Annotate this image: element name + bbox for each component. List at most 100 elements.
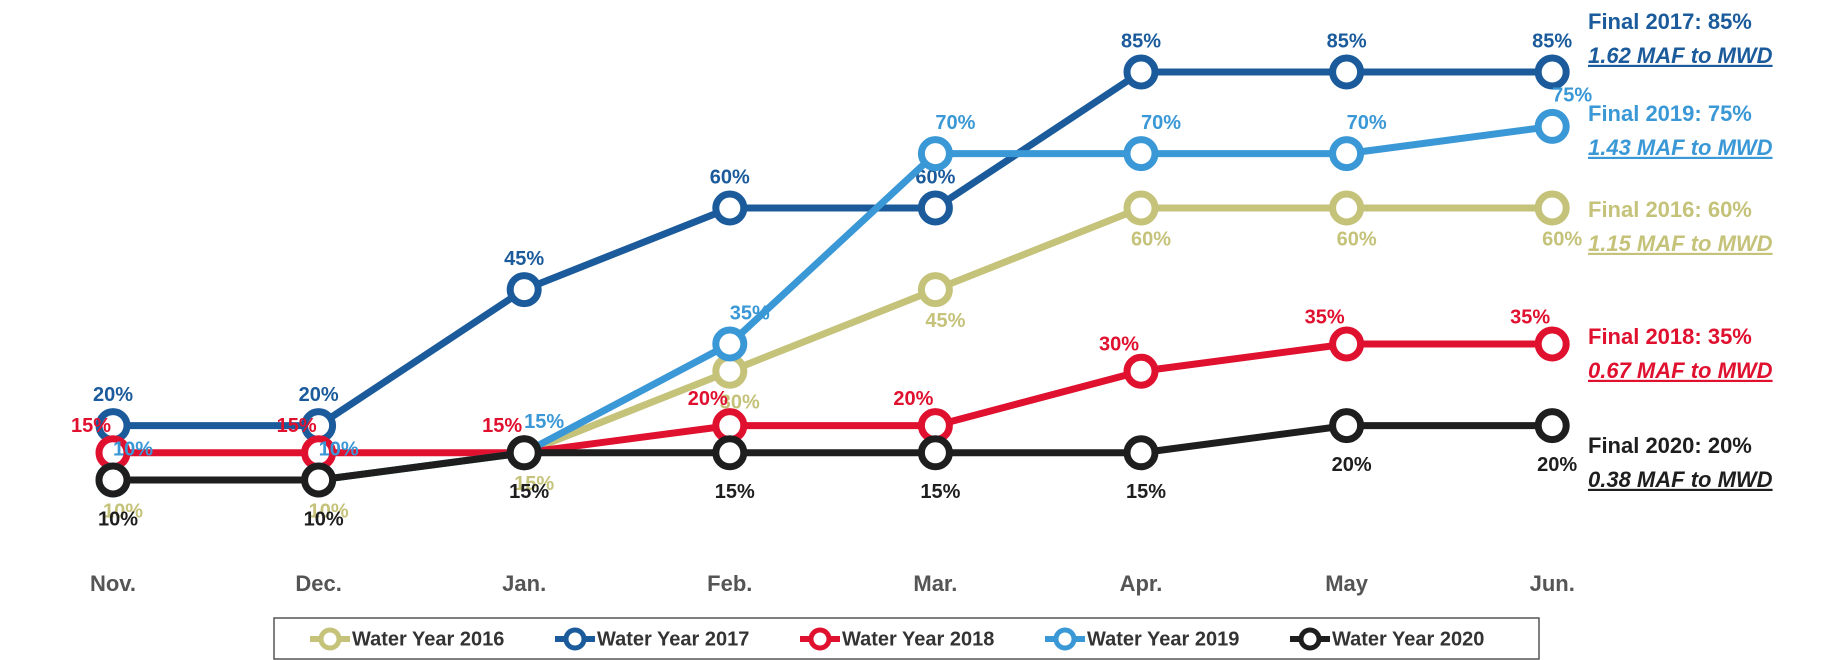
data-label: 15% (482, 415, 522, 437)
x-tick-label: Feb. (707, 571, 752, 596)
point (1123, 190, 1159, 226)
data-label: 20% (1537, 454, 1577, 476)
data-label: 15% (514, 473, 554, 495)
data-label: 60% (915, 166, 955, 188)
point (1123, 435, 1159, 471)
point (1534, 326, 1570, 362)
data-label: 60% (710, 166, 750, 188)
data-label: 15% (1126, 481, 1166, 503)
data-label: 30% (1099, 333, 1139, 355)
legend-marker (318, 627, 342, 651)
point (917, 190, 953, 226)
data-label: 45% (925, 310, 965, 332)
data-label: 15% (71, 415, 111, 437)
x-tick-label: Jan. (502, 571, 546, 596)
point (1123, 54, 1159, 90)
point (506, 435, 542, 471)
annotation-sub: 1.43 MAF to MWD (1588, 135, 1773, 160)
annotation: Final 2018: 35% (1588, 324, 1752, 349)
series-line (113, 340, 1553, 457)
data-label: 15% (715, 481, 755, 503)
annotation: Final 2020: 20% (1588, 433, 1752, 458)
legend-box (273, 617, 1540, 660)
data-label: 85% (1327, 30, 1367, 52)
data-label: 15% (277, 415, 317, 437)
point (95, 462, 131, 498)
point (1329, 326, 1365, 362)
annotation: Final 2019: 75% (1588, 101, 1752, 126)
point (1123, 136, 1159, 172)
series-line (113, 422, 1553, 484)
point (1329, 190, 1365, 226)
point (917, 136, 953, 172)
data-label: 15% (920, 481, 960, 503)
point (1329, 408, 1365, 444)
data-label: 60% (1542, 228, 1582, 250)
point (1329, 54, 1365, 90)
data-label: 20% (93, 384, 133, 406)
legend-label: Water Year 2018 (842, 628, 994, 650)
legend-label: Water Year 2019 (1087, 628, 1239, 650)
data-label: 10% (98, 508, 138, 530)
data-label: 60% (1131, 228, 1171, 250)
point (1329, 136, 1365, 172)
x-tick-label: Jun. (1530, 571, 1575, 596)
point (1123, 353, 1159, 389)
point (917, 435, 953, 471)
data-label: 85% (1121, 30, 1161, 52)
data-label: 60% (1337, 228, 1377, 250)
data-label: 10% (103, 500, 143, 522)
legend-label: Water Year 2017 (597, 628, 749, 650)
point (301, 462, 337, 498)
point (1534, 190, 1570, 226)
data-label: 20% (1332, 454, 1372, 476)
x-tick-label: Nov. (90, 571, 136, 596)
data-label: 35% (1305, 306, 1345, 328)
data-label: 45% (504, 248, 544, 270)
data-label: 20% (893, 388, 933, 410)
data-label: 10% (304, 508, 344, 530)
point (917, 272, 953, 308)
data-label: 20% (688, 388, 728, 410)
data-label: 10% (113, 438, 153, 460)
annotation-sub: 1.15 MAF to MWD (1588, 231, 1773, 256)
annotation-sub: 1.62 MAF to MWD (1588, 43, 1773, 68)
point (506, 272, 542, 308)
data-label: 30% (720, 391, 760, 413)
data-label: 15% (524, 411, 564, 433)
data-label: 70% (935, 112, 975, 134)
x-tick-label: Mar. (913, 571, 957, 596)
series-line (113, 68, 1553, 430)
x-tick-label: May (1325, 571, 1369, 596)
data-label: 20% (299, 384, 339, 406)
legend-label: Water Year 2020 (1332, 628, 1484, 650)
point (712, 435, 748, 471)
data-label: 35% (1510, 306, 1550, 328)
x-tick-label: Apr. (1120, 571, 1163, 596)
data-label: 85% (1532, 30, 1572, 52)
annotation: Final 2017: 85% (1588, 9, 1752, 34)
data-label: 10% (319, 438, 359, 460)
data-label: 15% (509, 481, 549, 503)
annotation: Final 2016: 60% (1588, 197, 1752, 222)
legend-marker (563, 627, 587, 651)
legend-marker (1298, 627, 1322, 651)
annotation-sub: 0.38 MAF to MWD (1588, 467, 1773, 492)
legend-marker (808, 627, 832, 651)
point (712, 190, 748, 226)
data-label: 70% (1141, 112, 1181, 134)
x-tick-label: Dec. (295, 571, 341, 596)
data-label: 75% (1552, 85, 1592, 107)
data-label: 70% (1347, 112, 1387, 134)
data-label: 10% (309, 500, 349, 522)
annotation-sub: 0.67 MAF to MWD (1588, 358, 1773, 383)
point (1534, 408, 1570, 444)
legend-label: Water Year 2016 (352, 628, 504, 650)
point (712, 326, 748, 362)
point (1534, 54, 1570, 90)
legend-marker (1053, 627, 1077, 651)
point (1534, 108, 1570, 144)
data-label: 35% (730, 302, 770, 324)
